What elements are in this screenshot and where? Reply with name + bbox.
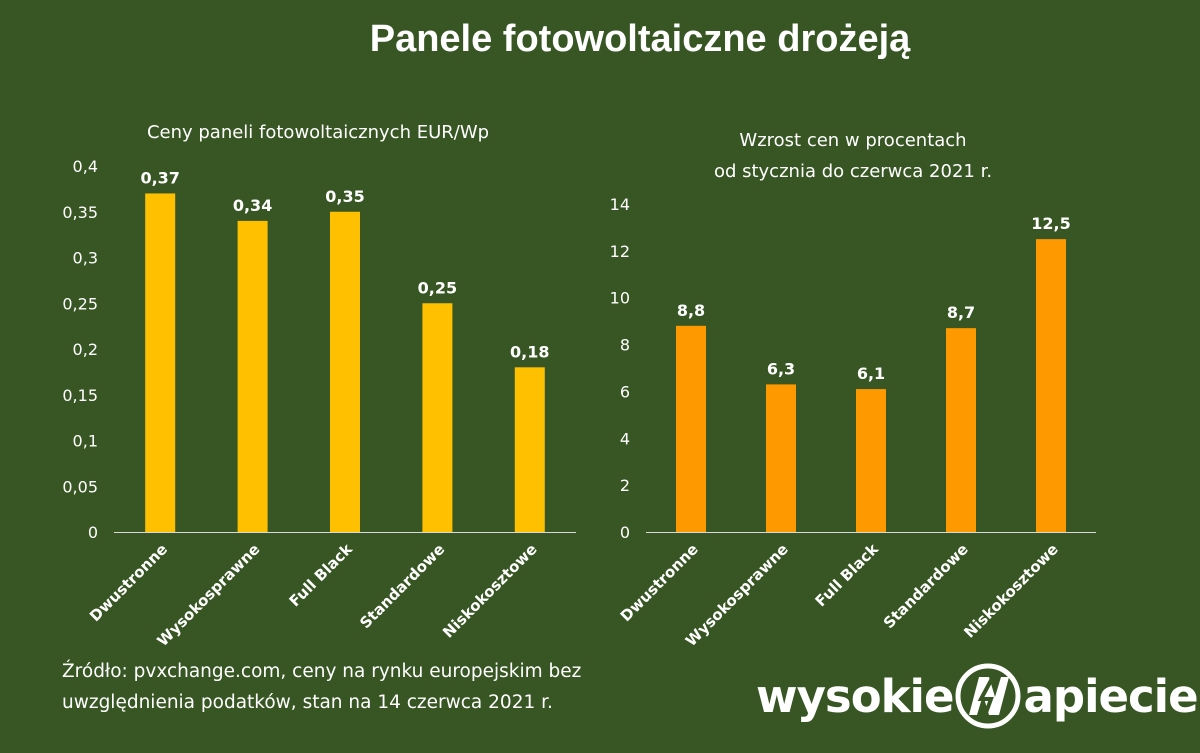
- growth-bar: [856, 389, 886, 532]
- price-value-label: 0,37: [140, 168, 179, 187]
- price-y-tick-label: 0,35: [62, 203, 98, 222]
- growth-value-label: 8,7: [947, 303, 975, 322]
- growth-bar: [1036, 239, 1066, 532]
- price-bar: [514, 367, 545, 532]
- price-bar: [237, 220, 268, 532]
- price-value-label: 0,25: [418, 278, 457, 297]
- growth-y-tick-label: 2: [620, 476, 630, 495]
- growth-category-label: Full Black: [812, 539, 883, 610]
- growth-y-tick-label: 0: [620, 523, 630, 542]
- growth-y-tick-label: 12: [610, 242, 630, 261]
- logo-text-left: wysokie: [756, 669, 954, 723]
- price-bar: [422, 303, 453, 532]
- growth-category-label: Wysokosprawne: [682, 540, 792, 650]
- growth-y-tick-label: 6: [620, 382, 630, 401]
- price-bar: [330, 211, 360, 532]
- price-y-tick-label: 0,05: [62, 477, 98, 496]
- price-y-tick-label: 0,1: [73, 432, 98, 451]
- growth-bar: [676, 325, 706, 532]
- price-y-tick-label: 0,15: [62, 386, 98, 405]
- growth-category-label: Dwustronne: [617, 540, 702, 625]
- lightning-n-icon: [955, 663, 1021, 729]
- price-value-label: 0,35: [325, 187, 364, 206]
- logo-text-right: apiecie.pl: [1023, 669, 1200, 723]
- growth-category-label: Standardowe: [880, 540, 972, 632]
- source-note: Źródło: pvxchange.com, ceny na rynku eur…: [62, 661, 582, 713]
- growth-y-tick-label: 4: [620, 429, 630, 448]
- price-bar: [145, 193, 176, 532]
- growth-y-tick-label: 14: [610, 195, 630, 214]
- price-y-tick-label: 0,4: [73, 157, 98, 176]
- growth-y-tick-label: 10: [610, 289, 630, 308]
- growth-y-tick-label: 8: [620, 336, 630, 355]
- growth-chart: Wzrost cen w procentach od stycznia do cz…: [610, 130, 1096, 650]
- growth-bar: [946, 328, 976, 532]
- price-y-tick-label: 0: [88, 523, 98, 542]
- growth-value-label: 6,1: [857, 364, 885, 383]
- growth-value-label: 12,5: [1031, 214, 1070, 233]
- price-y-tick-label: 0,3: [73, 249, 98, 268]
- price-value-label: 0,18: [510, 342, 549, 361]
- growth-value-label: 6,3: [767, 359, 795, 378]
- price-chart: Ceny paneli fotowoltaicznych EUR/Wp 0 0,05…: [62, 122, 576, 650]
- site-logo[interactable]: wysokie apiecie.pl: [756, 658, 1200, 734]
- price-chart-title: Ceny paneli fotowoltaicznych EUR/Wp: [147, 122, 489, 143]
- growth-chart-title: od stycznia do czerwca 2021 r.: [714, 161, 992, 182]
- price-y-tick-label: 0,2: [73, 340, 98, 359]
- growth-chart-title: Wzrost cen w procentach: [739, 130, 966, 151]
- growth-category-label: Niskokosztowe: [960, 540, 1062, 642]
- price-y-tick-label: 0,25: [62, 294, 98, 313]
- price-value-label: 0,34: [233, 196, 272, 215]
- growth-bar: [766, 384, 796, 532]
- growth-value-label: 8,8: [677, 301, 705, 320]
- page-title: Panele fotowoltaiczne drożeją: [369, 18, 911, 60]
